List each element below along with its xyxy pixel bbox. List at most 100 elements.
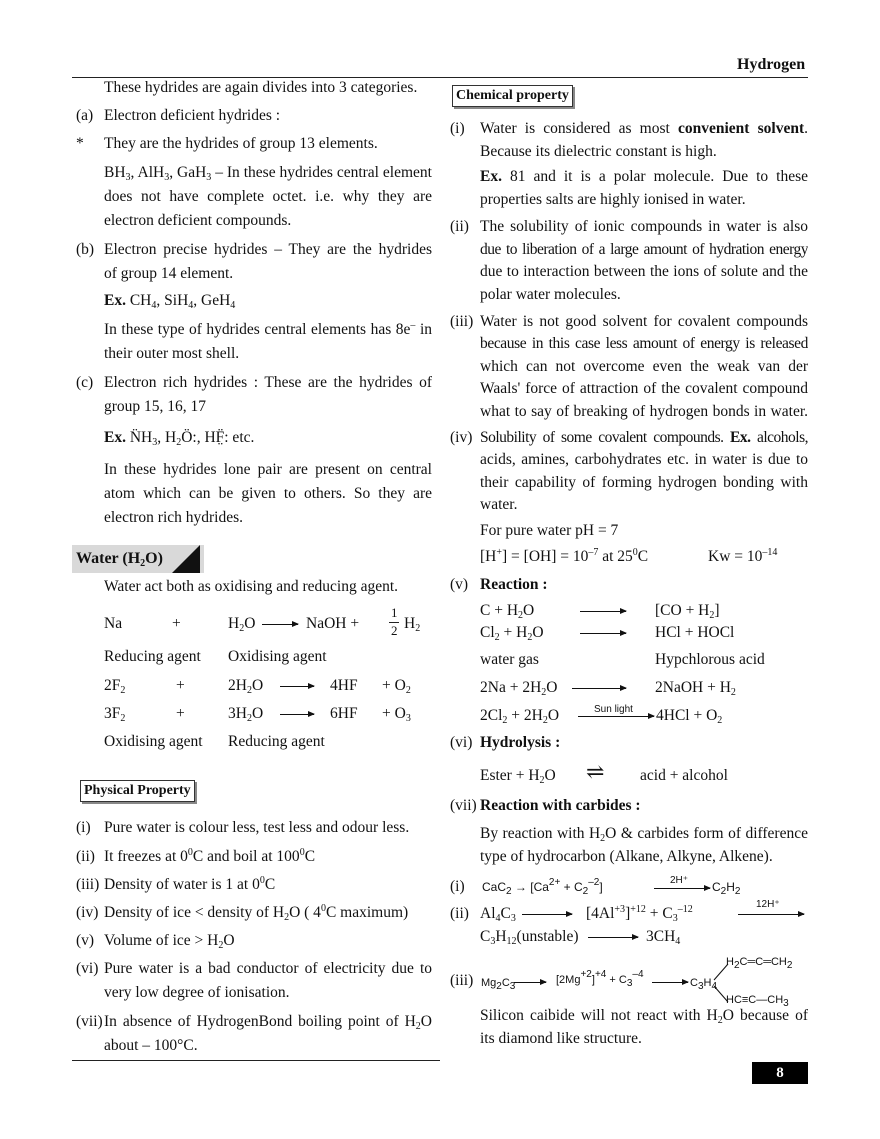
reactants: Cl2 + H2O: [480, 624, 544, 643]
reactants: CaC2 → [Ca2+ + C2–2]: [482, 877, 603, 897]
arrow-icon: [652, 979, 689, 985]
text-line: electron rich hydrides.: [104, 509, 244, 526]
text-line: atom which can be given to others. So th…: [104, 485, 432, 502]
products: HCl + HOCl: [655, 624, 735, 641]
product-propyne: HC≡C—CH3: [726, 994, 789, 1009]
list-number: (iii): [76, 876, 100, 893]
list-number: (v): [450, 576, 469, 593]
subheading: Reaction :: [480, 576, 548, 593]
arrow-icon: [522, 911, 573, 917]
arrow-icon: [738, 911, 805, 917]
branch-lines: [713, 963, 729, 1003]
text-line: Ex. 81 and it is a polar molecule. Due t…: [480, 168, 808, 185]
list-number: (a): [76, 107, 94, 124]
list-item: Pure water is colour less, test less and…: [104, 819, 410, 836]
list-item: Volume of ice > H2O: [104, 932, 235, 951]
reactant: 2F2: [104, 677, 126, 696]
header-rule: [72, 77, 808, 78]
arrow-icon: [262, 621, 299, 627]
text-line: Ex. N̈H3, H2Ö:, HF̤̈: etc.: [104, 429, 255, 448]
intermediate: [4Al+3]+12 + C3–12: [586, 904, 693, 924]
text-line: BH3, AlH3, GaH3 – In these hydrides cent…: [104, 164, 432, 183]
arrow-icon: [572, 685, 627, 691]
product: 4HF: [330, 677, 358, 694]
reactant: Na: [104, 615, 123, 632]
reactant: 3H2O: [228, 705, 264, 724]
reactant: H2O: [228, 615, 256, 634]
page-number: 8: [752, 1062, 808, 1084]
list-number: (v): [76, 932, 95, 949]
chapter-title: Hydrogen: [737, 56, 806, 73]
text-line: [H+] = [OH] = 10–7 at 250C: [480, 547, 649, 566]
products: 2NaOH + H2: [655, 679, 736, 698]
text-line: polar water molecules.: [480, 286, 621, 303]
footer-rule: [72, 1060, 440, 1061]
arrow-icon: [654, 885, 711, 891]
text-line: due to interaction between the ions of s…: [480, 263, 808, 280]
label: Oxidising agent: [104, 733, 203, 750]
list-number: (b): [76, 241, 95, 258]
subheading: Hydrolysis :: [480, 734, 561, 751]
list-number: (i): [450, 878, 465, 895]
text-line: due to liberation of a large amount of h…: [480, 241, 808, 258]
product: NaOH +: [306, 615, 360, 632]
text-line: water.: [480, 496, 518, 513]
text-line: They are the hydrides of group 13 elemen…: [104, 135, 378, 152]
list-item-continued: very low degree of ionisation.: [104, 984, 290, 1001]
text-line: Water is not good solvent for covalent c…: [480, 313, 808, 330]
list-number: (iv): [450, 429, 473, 446]
label: Oxidising agent: [228, 648, 327, 665]
list-number: (vii): [76, 1013, 103, 1030]
reactants: Ester + H2O: [480, 767, 556, 786]
text-line: of group 14 element.: [104, 265, 234, 282]
arrow-icon: [280, 683, 315, 689]
text-line: Solubility of some covalent compounds. E…: [480, 429, 808, 446]
text-line: Electron precise hydrides – They are the…: [104, 241, 432, 258]
product: H2: [404, 615, 421, 634]
text-line: Because its dielectric constant is high.: [480, 143, 717, 160]
text-line: These hydrides are again divides into 3 …: [104, 79, 418, 96]
label: water gas: [480, 651, 539, 668]
text-line: Water is considered as most convenient s…: [480, 120, 808, 137]
list-number: (ii): [450, 218, 469, 235]
list-number: (vii): [450, 797, 477, 814]
text-line: what to say of breaking of hydrogen bond…: [480, 403, 808, 420]
condition-label: Sun light: [594, 704, 633, 715]
products: [CO + H2]: [655, 602, 720, 621]
text-line: which can not overcome even the weak van…: [480, 358, 808, 375]
text-line: Electron rich hydrides : These are the h…: [104, 374, 432, 391]
text-line: Water act both as oxidising and reducing…: [104, 578, 399, 595]
products: C2H2: [712, 880, 741, 897]
reactants: Mg2C3: [481, 977, 516, 992]
reactants: 2Cl2 + 2H2O: [480, 707, 560, 726]
list-number: (vi): [450, 734, 473, 751]
plus: +: [176, 677, 185, 694]
text-line: In these type of hydrides central elemen…: [104, 320, 432, 339]
text-line: Waals' force of attraction of the covale…: [480, 380, 808, 397]
intermediate: C3H12(unstable): [480, 928, 579, 947]
fraction-bar: [389, 622, 399, 623]
fraction-denominator: 2: [391, 623, 398, 638]
text-line: acids, amines, carbohydrates etc. in wat…: [480, 451, 808, 468]
list-item: It freezes at 00C and boil at 1000C: [104, 847, 316, 866]
text-line: group 15, 16, 17: [104, 398, 207, 415]
products: 4HCl + O2: [656, 707, 723, 726]
list-number: (ii): [450, 905, 469, 922]
arrow-icon: [580, 630, 627, 636]
list-number: (ii): [76, 848, 95, 865]
list-number: (i): [76, 819, 91, 836]
condition-label: 12H⁺: [756, 899, 780, 910]
arrow-icon: [514, 979, 547, 985]
list-number: (vi): [76, 960, 99, 977]
list-item: Pure water is a bad conductor of electri…: [104, 960, 432, 977]
list-number: (iv): [76, 904, 99, 921]
text-line: By reaction with H2O & carbides form of …: [480, 825, 808, 844]
arrow-icon: [588, 934, 639, 940]
label: Hypchlorous acid: [655, 651, 765, 668]
reactants: Al4C3: [480, 905, 516, 924]
text-line: does not have complete octet. i.e. why t…: [104, 188, 432, 205]
arrow-icon: [578, 713, 655, 719]
text-line: properties salts are highly ionised in w…: [480, 191, 746, 208]
list-item: Density of water is 1 at 00C: [104, 875, 276, 894]
